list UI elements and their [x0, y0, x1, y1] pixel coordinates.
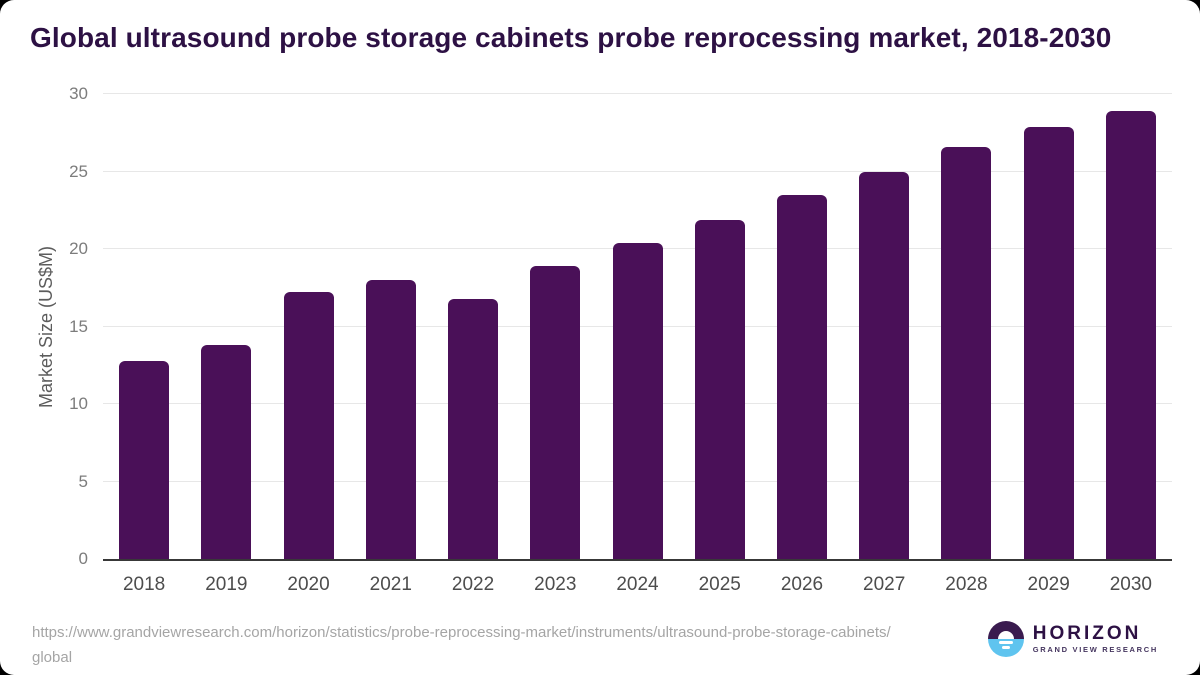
bar-2020[interactable]: [283, 292, 334, 559]
x-tick-label: 2022: [451, 574, 495, 595]
bar-2027[interactable]: [859, 171, 910, 559]
x-tick-label: 2020: [287, 574, 330, 595]
sun-dome-shape: [997, 631, 1014, 639]
x-tick-label: 2018: [122, 574, 166, 595]
x-tick-label: 2029: [1027, 574, 1070, 595]
x-tick-label: 2023: [534, 574, 577, 595]
horizon-logo: HORIZON GRAND VIEW RESEARCH: [987, 621, 1158, 657]
bar-2030[interactable]: [1105, 111, 1156, 559]
bar-2018[interactable]: [119, 360, 170, 559]
x-tick-label: 2021: [369, 574, 412, 595]
y-tick-label: 10: [69, 394, 88, 414]
source-url-line-2: global: [32, 649, 73, 666]
source-url: https://www.grandviewresearch.com/horizo…: [32, 620, 891, 670]
y-tick-label: 25: [69, 161, 88, 181]
logo-text: HORIZON GRAND VIEW RESEARCH: [1033, 624, 1158, 654]
bar-2024[interactable]: [612, 242, 663, 559]
bar-2025[interactable]: [694, 219, 745, 559]
y-tick-label: 15: [69, 316, 88, 336]
x-tick-label: 2026: [780, 574, 824, 595]
logo-brand: HORIZON: [1032, 623, 1142, 645]
logo-tagline: GRAND VIEW RESEARCH: [1032, 645, 1158, 655]
horizon-sunrise-icon: [987, 621, 1024, 657]
x-tick-label: 2024: [616, 574, 659, 595]
y-tick-label: 5: [78, 471, 88, 491]
gridline: [103, 170, 1172, 172]
bar-2022[interactable]: [448, 298, 499, 559]
plot-area: 0 5 10 15 20 25 30 2018 2019 2020 2021 2022 2023 2024…: [69, 84, 1172, 595]
gridline: [103, 93, 1172, 94]
x-tick-label: 2030: [1109, 574, 1153, 595]
water-ripple-shape: [1001, 646, 1010, 649]
water-ripple-shape: [998, 641, 1013, 644]
bar-2021[interactable]: [365, 280, 416, 559]
bar-2026[interactable]: [776, 194, 827, 559]
source-url-line-1: https://www.grandviewresearch.com/horizo…: [32, 624, 891, 641]
y-tick-label: 30: [69, 84, 88, 103]
bar-2023[interactable]: [530, 266, 581, 559]
y-tick-label: 0: [78, 549, 88, 568]
x-tick-label: 2028: [945, 574, 988, 595]
bar-2029[interactable]: [1023, 126, 1074, 559]
bar-2028[interactable]: [941, 146, 992, 559]
y-tick-label: 20: [69, 239, 88, 259]
x-tick-label: 2019: [205, 574, 248, 595]
y-axis-title: Market Size (US$M): [36, 245, 56, 408]
chart-title: Global ultrasound probe storage cabinets…: [30, 22, 1112, 53]
x-tick-label: 2027: [863, 574, 906, 595]
bar-2019[interactable]: [201, 345, 252, 559]
x-tick-label: 2025: [698, 574, 741, 595]
